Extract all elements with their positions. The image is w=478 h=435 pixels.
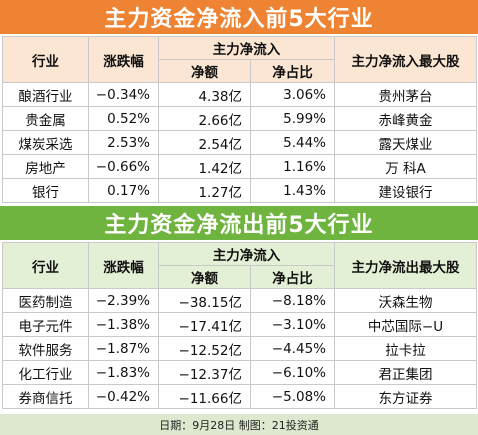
- table-row: 煤炭采选 2.53% 2.54亿 5.44% 露天煤业: [2, 130, 477, 155]
- cell-industry: 银行: [2, 178, 89, 203]
- cell-net: 1.27亿: [158, 178, 251, 203]
- cell-top-stock: 君正集团: [334, 360, 477, 385]
- cell-ratio: 5.44%: [250, 130, 335, 155]
- cell-net: −12.37亿: [158, 360, 251, 385]
- header-industry: 行业: [2, 242, 89, 289]
- cell-change: −1.38%: [88, 312, 159, 337]
- inflow-table: 行业 涨跌幅 主力净流入 主力净流入最大股 净额 净占比 酿酒行业 −0.34%…: [2, 36, 477, 203]
- table-row: 化工行业 −1.83% −12.37亿 −6.10% 君正集团: [2, 360, 477, 385]
- cell-ratio: 3.06%: [250, 82, 335, 107]
- header-top-stock: 主力净流出最大股: [334, 242, 477, 289]
- table-row: 券商信托 −0.42% −11.66亿 −5.08% 东方证券: [2, 384, 477, 409]
- cell-net: 1.42亿: [158, 154, 251, 179]
- cell-top-stock: 露天煤业: [334, 130, 477, 155]
- cell-change: −2.39%: [88, 288, 159, 313]
- outflow-subheader-row: 净额 净占比: [3, 265, 477, 289]
- cell-net: 4.38亿: [158, 82, 251, 107]
- cell-change: 0.17%: [88, 178, 159, 203]
- cell-ratio: −4.45%: [250, 336, 335, 361]
- cell-change: 2.53%: [88, 130, 159, 155]
- header-top-stock: 主力净流入最大股: [334, 36, 477, 83]
- cell-top-stock: 东方证券: [334, 384, 477, 409]
- cell-change: −1.83%: [88, 360, 159, 385]
- cell-net: −12.52亿: [158, 336, 251, 361]
- cell-industry: 贵金属: [2, 106, 89, 131]
- cell-industry: 券商信托: [2, 384, 89, 409]
- cell-top-stock: 贵州茅台: [334, 82, 477, 107]
- header-net-group: 主力净流入: [158, 242, 335, 266]
- inflow-title: 主力资金净流入前5大行业: [0, 0, 478, 34]
- cell-industry: 医药制造: [2, 288, 89, 313]
- table-row: 房地产 −0.66% 1.42亿 1.16% 万 科A: [2, 154, 477, 179]
- table-row: 软件服务 −1.87% −12.52亿 −4.45% 拉卡拉: [2, 336, 477, 361]
- header-net: 净额: [158, 265, 251, 289]
- cell-net: −38.15亿: [158, 288, 251, 313]
- outflow-header-row: 行业 涨跌幅 主力净流入 主力净流出最大股: [2, 242, 477, 289]
- cell-net: 2.54亿: [158, 130, 251, 155]
- cell-industry: 化工行业: [2, 360, 89, 385]
- cell-ratio: −3.10%: [250, 312, 335, 337]
- cell-ratio: −5.08%: [250, 384, 335, 409]
- cell-industry: 房地产: [2, 154, 89, 179]
- cell-ratio: 1.16%: [250, 154, 335, 179]
- cell-top-stock: 拉卡拉: [334, 336, 477, 361]
- cell-ratio: 1.43%: [250, 178, 335, 203]
- table-row: 医药制造 −2.39% −38.15亿 −8.18% 沃森生物: [2, 288, 477, 313]
- cell-ratio: −8.18%: [250, 288, 335, 313]
- inflow-subheader-row: 净额 净占比: [3, 59, 477, 83]
- cell-top-stock: 建设银行: [334, 178, 477, 203]
- header-change: 涨跌幅: [88, 242, 159, 289]
- cell-industry: 酿酒行业: [2, 82, 89, 107]
- cell-change: −0.42%: [88, 384, 159, 409]
- cell-change: −1.87%: [88, 336, 159, 361]
- table-row: 电子元件 −1.38% −17.41亿 −3.10% 中芯国际−U: [2, 312, 477, 337]
- cell-industry: 煤炭采选: [2, 130, 89, 155]
- cell-change: −0.34%: [88, 82, 159, 107]
- header-net-group: 主力净流入: [158, 36, 335, 60]
- cell-top-stock: 赤峰黄金: [334, 106, 477, 131]
- cell-net: −17.41亿: [158, 312, 251, 337]
- header-net: 净额: [158, 59, 251, 83]
- cell-top-stock: 万 科A: [334, 154, 477, 179]
- cell-net: −11.66亿: [158, 384, 251, 409]
- footer-credit: 日期：9月28日 制图：21投资通: [0, 414, 478, 435]
- inflow-header-row: 行业 涨跌幅 主力净流入 主力净流入最大股: [2, 36, 477, 83]
- cell-change: −0.66%: [88, 154, 159, 179]
- table-row: 贵金属 0.52% 2.66亿 5.99% 赤峰黄金: [2, 106, 477, 131]
- table-row: 银行 0.17% 1.27亿 1.43% 建设银行: [2, 178, 477, 203]
- outflow-title: 主力资金净流出前5大行业: [0, 206, 478, 240]
- cell-industry: 软件服务: [2, 336, 89, 361]
- cell-ratio: 5.99%: [250, 106, 335, 131]
- cell-change: 0.52%: [88, 106, 159, 131]
- cell-industry: 电子元件: [2, 312, 89, 337]
- outflow-table: 行业 涨跌幅 主力净流入 主力净流出最大股 净额 净占比 医药制造 −2.39%…: [2, 242, 477, 409]
- cell-net: 2.66亿: [158, 106, 251, 131]
- cell-top-stock: 沃森生物: [334, 288, 477, 313]
- cell-top-stock: 中芯国际−U: [334, 312, 477, 337]
- cell-ratio: −6.10%: [250, 360, 335, 385]
- table-row: 酿酒行业 −0.34% 4.38亿 3.06% 贵州茅台: [2, 82, 477, 107]
- header-change: 涨跌幅: [88, 36, 159, 83]
- header-industry: 行业: [2, 36, 89, 83]
- header-ratio: 净占比: [250, 265, 335, 289]
- header-ratio: 净占比: [250, 59, 335, 83]
